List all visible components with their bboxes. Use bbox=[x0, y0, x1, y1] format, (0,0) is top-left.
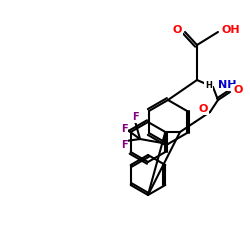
Text: O: O bbox=[233, 85, 242, 95]
Text: F: F bbox=[121, 140, 127, 150]
Text: F: F bbox=[132, 112, 138, 122]
Text: F: F bbox=[121, 124, 127, 134]
Text: NH: NH bbox=[218, 80, 236, 90]
Text: H: H bbox=[205, 80, 212, 90]
Text: O: O bbox=[198, 104, 208, 114]
Text: OH: OH bbox=[221, 25, 240, 35]
Text: O: O bbox=[172, 25, 182, 35]
